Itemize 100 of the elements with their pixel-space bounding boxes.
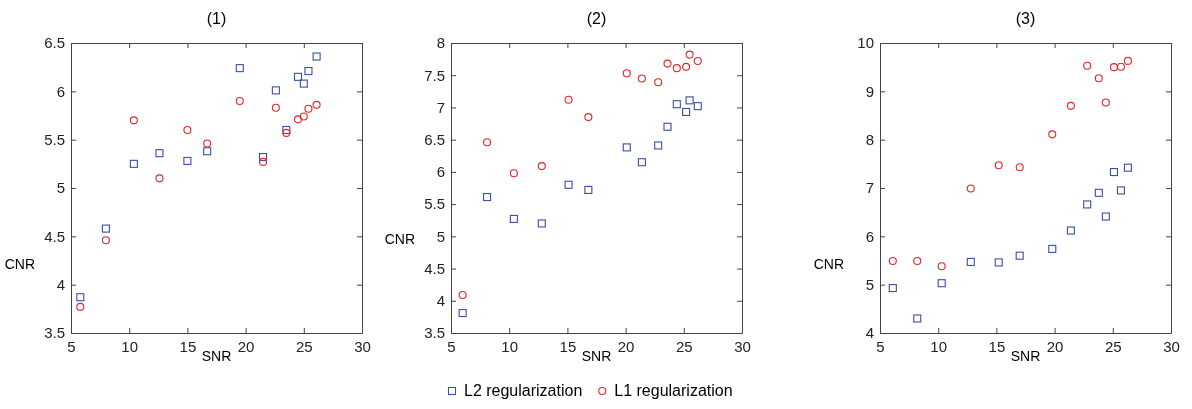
point	[685, 50, 694, 59]
point	[101, 224, 110, 233]
point	[564, 180, 573, 189]
y-axis-title: CNR	[813, 256, 844, 273]
point	[1101, 98, 1110, 107]
point	[693, 102, 702, 111]
x-tick-label: 10	[121, 337, 139, 355]
point	[637, 74, 646, 83]
y-tick-label: 7.5	[424, 66, 445, 84]
point	[1083, 61, 1092, 70]
point	[564, 95, 573, 104]
point	[76, 293, 85, 302]
point	[129, 159, 138, 168]
y-tick-label: 3.5	[424, 324, 445, 342]
point	[1116, 186, 1125, 195]
point	[235, 64, 244, 73]
point	[654, 141, 663, 150]
x-tick-label: 30	[1163, 337, 1180, 355]
point	[259, 153, 268, 162]
point	[1109, 63, 1119, 72]
y-tick-label: 4.5	[424, 259, 445, 277]
x-tick-label: 20	[237, 337, 255, 355]
x-tick-label: 5	[67, 337, 76, 355]
x-tick-label: 5	[447, 337, 456, 355]
point	[155, 149, 164, 158]
point	[966, 257, 975, 266]
y-tick-label: 5	[436, 227, 445, 245]
point	[1048, 244, 1057, 253]
point	[682, 62, 691, 71]
point	[622, 143, 631, 152]
chart-title: (3)	[1015, 10, 1036, 27]
point	[994, 161, 1003, 170]
y-tick-label: 7	[436, 98, 445, 116]
x-tick-label: 30	[734, 337, 751, 355]
y-tick-label: 8	[436, 34, 445, 52]
point	[155, 174, 164, 183]
point	[937, 262, 946, 271]
point	[483, 138, 492, 147]
point	[1101, 212, 1110, 221]
point	[509, 214, 518, 223]
point	[1094, 74, 1103, 83]
y-tick-label: 7	[865, 179, 874, 197]
point	[1109, 168, 1119, 177]
point	[509, 169, 518, 178]
point	[101, 236, 110, 245]
y-tick-label: 4	[56, 275, 65, 293]
y-tick-label: 5.5	[424, 195, 445, 213]
point	[299, 79, 308, 88]
point	[312, 52, 321, 61]
x-tick-label: 5	[876, 337, 885, 355]
point	[913, 256, 922, 266]
x-tick-label: 25	[1104, 337, 1122, 355]
point	[537, 219, 546, 228]
y-tick-label: 4	[865, 324, 874, 342]
point	[584, 113, 593, 122]
point	[293, 115, 303, 124]
point	[994, 258, 1003, 267]
y-tick-label: 6	[56, 82, 65, 100]
y-tick-label: 9	[865, 82, 874, 100]
x-tick-label: 10	[930, 337, 948, 355]
y-tick-label: 4	[436, 292, 445, 310]
x-axis-title: SNR	[1010, 348, 1041, 364]
point	[654, 78, 663, 87]
y-tick-label: 8	[865, 130, 874, 148]
point	[271, 103, 280, 112]
point	[203, 147, 212, 156]
point	[663, 59, 672, 68]
point	[1083, 200, 1092, 209]
x-tick-label: 15	[179, 337, 197, 355]
point	[1123, 163, 1132, 172]
point	[888, 284, 897, 293]
point	[183, 156, 192, 165]
point	[693, 56, 702, 66]
chart-title: (1)	[206, 10, 227, 27]
y-tick-label: 6.5	[44, 34, 65, 52]
y-axis-title: CNR	[4, 256, 35, 273]
point	[1048, 130, 1057, 139]
x-tick-label: 25	[675, 337, 693, 355]
x-tick-label: 15	[559, 337, 577, 355]
point	[458, 290, 467, 300]
point	[937, 279, 946, 288]
y-tick-label: 4.5	[44, 227, 65, 245]
point	[672, 100, 681, 109]
point	[312, 100, 321, 109]
point	[458, 308, 467, 318]
x-tick-label: 20	[617, 337, 635, 355]
point	[293, 72, 303, 81]
point	[584, 185, 593, 194]
point	[913, 314, 922, 323]
point	[1015, 163, 1024, 172]
point	[1123, 56, 1132, 65]
point	[183, 125, 192, 135]
y-tick-label: 10	[857, 34, 874, 52]
y-tick-label: 6	[436, 163, 445, 181]
point	[622, 69, 631, 78]
x-axis-title: SNR	[581, 348, 612, 364]
y-tick-label: 5	[865, 275, 874, 293]
point	[1066, 101, 1075, 110]
y-tick-label: 3.5	[44, 324, 65, 342]
y-tick-label: 5.5	[44, 130, 65, 148]
